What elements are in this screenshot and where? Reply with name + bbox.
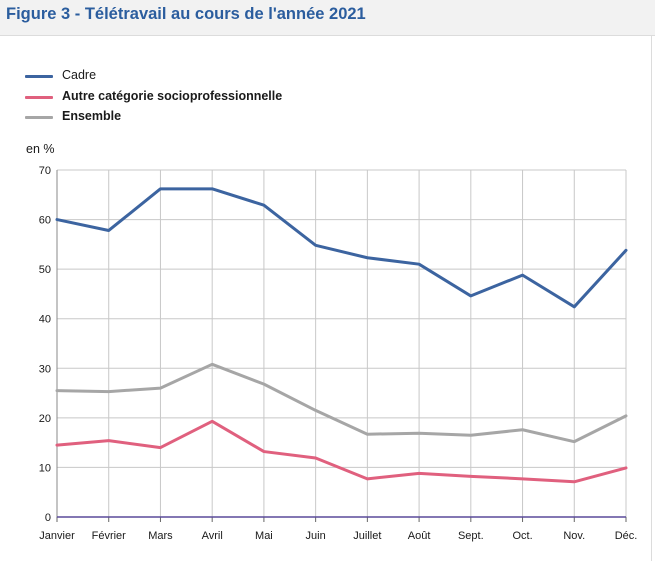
figure-title: Figure 3 - Télétravail au cours de l'ann… — [6, 5, 366, 23]
x-tick-label-5: Juin — [306, 530, 326, 542]
series-line-0 — [55, 187, 628, 309]
y-tick-label-20: 20 — [39, 413, 51, 425]
x-tick-label-11: Déc. — [615, 530, 638, 542]
x-tick-label-10: Nov. — [563, 530, 585, 542]
x-tick-label-0: Janvier — [39, 530, 75, 542]
series-line-1 — [55, 419, 628, 484]
x-tick-label-8: Sept. — [458, 530, 484, 542]
series-line-2 — [55, 362, 628, 444]
y-tick-label-30: 30 — [39, 363, 51, 375]
x-tick-label-3: Avril — [202, 530, 223, 542]
y-tick-label-0: 0 — [45, 512, 51, 524]
x-tick-label-6: Juillet — [353, 530, 381, 542]
y-tick-label-70: 70 — [39, 165, 51, 177]
legend-label-cadre: Cadre — [62, 68, 97, 82]
chart-frame — [0, 36, 652, 561]
y-tick-label-50: 50 — [39, 264, 51, 276]
legend-label-ensemble: Ensemble — [62, 109, 122, 123]
title-bar: Figure 3 - Télétravail au cours de l'ann… — [0, 0, 655, 36]
legend-swatch-ensemble — [25, 116, 53, 119]
y-tick-label-10: 10 — [39, 462, 51, 474]
x-tick-label-4: Mai — [255, 530, 273, 542]
legend-swatch-cadre — [25, 75, 53, 78]
x-tick-label-7: Août — [408, 530, 431, 542]
legend-label-autre-categorie: Autre catégorie socioprofessionnelle — [62, 88, 283, 103]
x-tick-label-1: Février — [92, 530, 127, 542]
x-tick-label-2: Mars — [148, 530, 173, 542]
y-tick-label-60: 60 — [39, 215, 51, 227]
y-tick-label-40: 40 — [39, 314, 51, 326]
x-tick-label-9: Oct. — [512, 530, 532, 542]
y-axis-unit-label: en % — [26, 142, 55, 156]
legend-swatch-autre-categorie — [25, 95, 53, 99]
